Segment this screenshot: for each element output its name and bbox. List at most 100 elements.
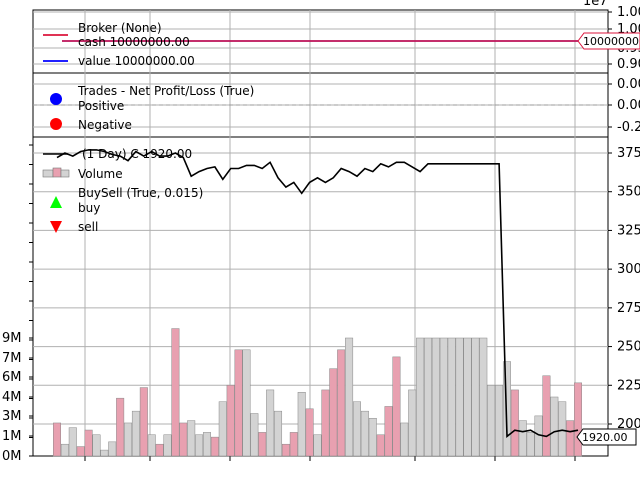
volume-y-tick-label: 3M [2,409,22,424]
volume-bar [313,434,322,457]
volume-bar [155,443,164,457]
broker-legend-title: Broker (None) [78,21,162,35]
buy-legend-label: buy [78,201,100,215]
price-y-tick-label: 250 [617,340,640,355]
volume-bar [352,401,361,457]
broker-y-tick-label: 1.00 [617,5,640,20]
volume-bar [53,422,61,457]
volume-bar [566,420,575,457]
price-legend: (1 Day) C 1920.00 Volume BuySell (True, … [42,147,203,234]
volume-bar [574,382,582,457]
volume-legend-swatch-c [60,169,70,178]
volume-bar [108,441,117,457]
volume-bar [266,389,275,457]
volume-y-tick-label: 1M [2,429,22,444]
broker-offset-label: 1e7 [583,0,608,9]
volume-bar [131,410,140,457]
volume-bar [147,434,156,457]
volume-bar [92,434,101,457]
close-price-line [56,149,579,439]
volume-bar [195,434,204,457]
trades-y-tick-label: 0.00 [617,77,640,92]
close-series-line [56,149,579,439]
trades-y-tick-label: 0.00 [617,98,640,113]
positive-legend-marker [50,93,62,105]
cash-legend-label: cash 10000000.00 [78,35,190,49]
broker-last-value-text: 10000000.00 [583,35,640,48]
volume-bar [416,337,425,457]
price-y-tick-label: 200 [617,417,640,432]
volume-bar [202,432,211,457]
broker-y-tick-label: 0.90 [617,57,640,72]
volume-bar [345,337,354,457]
price-y-tick-label: 325 [617,223,640,238]
volume-bar [408,389,417,457]
trades-legend: Trades - Net Profit/Loss (True) Positive… [50,84,254,132]
volume-bar [210,436,219,457]
volume-bar [479,337,488,457]
buy-legend-marker [50,196,62,208]
volume-bar [471,337,480,457]
volume-bar [558,401,567,457]
volume-bar [187,420,196,457]
volume-legend-swatch-b [52,167,62,178]
sell-legend-label: sell [78,220,98,234]
volume-bar [179,422,188,457]
volume-legend-swatch-a [42,169,54,178]
volume-bar [171,328,180,457]
volume-bar [242,349,251,457]
close-legend-label: (1 Day) C 1920.00 [82,147,192,161]
positive-legend-label: Positive [78,99,124,113]
volume-bar [163,434,172,457]
volume-y-tick-label: 6M [2,370,22,385]
volume-bar [139,387,148,457]
broker-last-value-tag: 10000000.00 [577,32,640,50]
volume-bar [76,446,85,457]
volume-bar [510,389,519,457]
volume-bar [321,389,330,457]
price-y-tick-label: 300 [617,262,640,277]
sell-legend-marker [50,221,62,233]
volume-bar [274,410,283,457]
volume-bar [542,375,551,457]
volume-bar [431,337,440,457]
volume-bar [487,384,496,457]
volume-bar [384,406,393,457]
price-y-tick-label: 275 [617,301,640,316]
volume-y-axis: 9M 7M 6M 4M 3M 1M 0M [2,331,33,464]
price-y-tick-label: 375 [617,146,640,161]
value-legend-label: value 10000000.00 [78,54,195,68]
volume-bar [392,356,401,457]
volume-bar [250,413,259,457]
volume-bar [360,410,369,457]
volume-bar [84,429,93,457]
trades-y-axis: 0.00 0.00 -0.2 [608,77,640,135]
volume-bar [258,432,267,457]
volume-bar [226,384,235,457]
broker-legend: Broker (None) cash 10000000.00 value 100… [43,21,195,68]
volume-bar [550,396,559,457]
volume-bar [329,368,338,457]
volume-bar [218,401,227,457]
volume-y-tick-label: 0M [2,449,22,464]
negative-legend-marker [50,118,62,130]
volume-bar [116,397,125,457]
volume-bar [234,349,243,457]
volume-bar [455,337,464,457]
volume-bar [100,449,109,457]
price-last-value-tag: 1920.00 [576,428,637,446]
grid-lines [33,10,608,461]
volume-bars [53,328,582,457]
volume-bar [60,443,69,457]
volume-bar [376,434,385,457]
price-last-value-text: 1920.00 [582,431,628,444]
negative-legend-label: Negative [78,118,132,132]
volume-bar [439,337,448,457]
volume-y-tick-label: 7M [2,351,22,366]
trades-legend-title: Trades - Net Profit/Loss (True) [77,84,254,98]
volume-bar [447,337,456,457]
volume-bar [68,427,77,457]
volume-bar [463,337,472,457]
volume-bar [124,422,133,457]
